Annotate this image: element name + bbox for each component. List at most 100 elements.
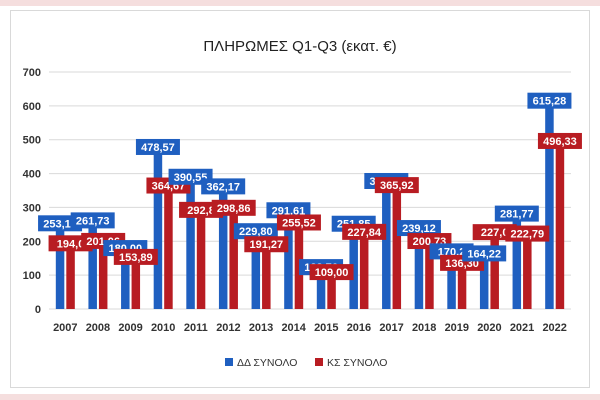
y-tick-label: 300 — [23, 202, 41, 214]
y-tick-label: 0 — [35, 304, 41, 316]
data-label: 253,10 — [43, 218, 77, 230]
bar-ks — [66, 243, 75, 309]
data-label-box — [135, 138, 180, 155]
bar-dd — [186, 176, 195, 309]
data-label: 239,12 — [402, 223, 436, 235]
data-label-box — [494, 205, 539, 222]
data-label-box — [374, 177, 419, 194]
bar-ks — [229, 207, 238, 309]
data-label: 164,22 — [467, 248, 501, 260]
data-label-box — [113, 248, 158, 265]
y-tick-label: 700 — [23, 67, 41, 79]
chart-title: ΠΛΗΡΩΜΕΣ Q1-Q3 (εκατ. €) — [203, 38, 396, 55]
y-tick-label: 500 — [23, 135, 41, 147]
x-tick-label: 2009 — [118, 322, 142, 334]
bar-ks — [98, 240, 108, 309]
top-border — [0, 0, 600, 6]
bar-ks — [457, 262, 467, 309]
data-label-box — [266, 202, 311, 219]
bar-dd — [316, 267, 326, 309]
bar-dd — [153, 146, 163, 309]
data-label-box — [462, 245, 507, 262]
data-label-box — [201, 178, 246, 195]
data-label: 298,86 — [217, 203, 251, 215]
x-tick-label: 2014 — [281, 322, 306, 334]
x-tick-label: 2016 — [347, 322, 371, 334]
data-label-box — [505, 225, 550, 242]
y-tick-label: 200 — [23, 236, 41, 248]
data-labels: 253,10194,0261,73201,06180,00153,89478,5… — [38, 92, 582, 281]
data-label: 615,28 — [533, 96, 567, 108]
data-label-box — [70, 212, 115, 229]
data-label: 261,73 — [76, 215, 110, 227]
x-tick-label: 2013 — [249, 322, 273, 334]
data-label: 227,84 — [347, 227, 382, 239]
bar-ks — [327, 272, 336, 309]
data-label: 153,89 — [119, 252, 153, 264]
x-tick-label: 2007 — [53, 322, 77, 334]
bar-dd — [218, 186, 228, 309]
x-tick-label: 2008 — [86, 322, 110, 334]
bar-ks — [392, 185, 402, 309]
data-label-box — [537, 132, 582, 149]
data-label: 227,0 — [481, 227, 509, 239]
chart-panel: ΠΛΗΡΩΜΕΣ Q1-Q3 (εκατ. €) 0 100 200 300 400 50… — [10, 10, 590, 388]
data-label-box — [396, 220, 441, 237]
bar-dd — [414, 228, 424, 309]
bars — [55, 100, 565, 309]
y-axis-ticks: 0 100 200 300 400 500 600 700 — [23, 67, 41, 316]
data-label: 365,92 — [380, 180, 414, 192]
bar-dd — [382, 180, 391, 309]
data-label-box — [276, 214, 321, 231]
bar-dd — [479, 253, 489, 309]
data-label: 292,8 — [187, 205, 215, 217]
bar-dd — [349, 223, 358, 309]
x-tick-label: 2020 — [477, 322, 501, 334]
data-label: 191,27 — [249, 239, 283, 251]
data-label: 291,61 — [272, 205, 306, 217]
data-label: 109,00 — [315, 267, 349, 279]
data-label-box — [309, 264, 354, 281]
x-tick-label: 2012 — [216, 322, 240, 334]
legend: ΔΔ ΣΥΝΟΛΟ ΚΣ ΣΥΝΟΛΟ — [225, 357, 387, 369]
bar-ks — [262, 244, 271, 309]
x-tick-label: 2015 — [314, 322, 338, 334]
data-label: 362,17 — [206, 181, 240, 193]
data-label: 194,0 — [57, 238, 85, 250]
bar-dd — [512, 213, 522, 309]
x-axis-ticks: 2007 2008 2009 2010 2011 2012 2013 2014 2015 2016… — [53, 322, 567, 334]
bar-ks — [131, 256, 141, 309]
y-tick-label: 600 — [23, 101, 41, 113]
bar-ks — [359, 231, 369, 309]
x-tick-label: 2017 — [379, 322, 403, 334]
legend-swatch — [315, 358, 323, 366]
bar-dd — [545, 100, 554, 309]
bar-ks — [425, 241, 434, 309]
bar-dd — [55, 223, 65, 309]
y-tick-label: 400 — [23, 169, 41, 181]
x-tick-label: 2022 — [542, 322, 566, 334]
data-label: 281,77 — [500, 209, 534, 221]
x-tick-label: 2021 — [510, 322, 534, 334]
data-label: 478,57 — [141, 142, 175, 154]
data-label: 496,33 — [543, 136, 577, 148]
data-label: 255,52 — [282, 217, 316, 229]
bar-dd — [284, 210, 293, 309]
bar-dd — [121, 248, 130, 309]
data-label-box — [211, 199, 256, 216]
bar-chart: ΠΛΗΡΩΜΕΣ Q1-Q3 (εκατ. €) 0 100 200 300 400 50… — [23, 38, 582, 369]
data-label-box — [527, 92, 572, 109]
legend-swatch — [225, 358, 233, 366]
bar-ks — [555, 140, 565, 309]
legend-label: ΔΔ ΣΥΝΟΛΟ — [237, 357, 297, 369]
data-label: 390,55 — [174, 172, 208, 184]
bar-dd — [447, 251, 456, 309]
legend-label: ΚΣ ΣΥΝΟΛΟ — [327, 357, 387, 369]
bar-ks — [164, 185, 173, 309]
bar-ks — [196, 209, 206, 309]
data-label-box — [244, 236, 289, 253]
data-label: 229,80 — [239, 226, 273, 238]
x-tick-label: 2011 — [184, 322, 208, 334]
data-label: 222,79 — [510, 229, 544, 241]
